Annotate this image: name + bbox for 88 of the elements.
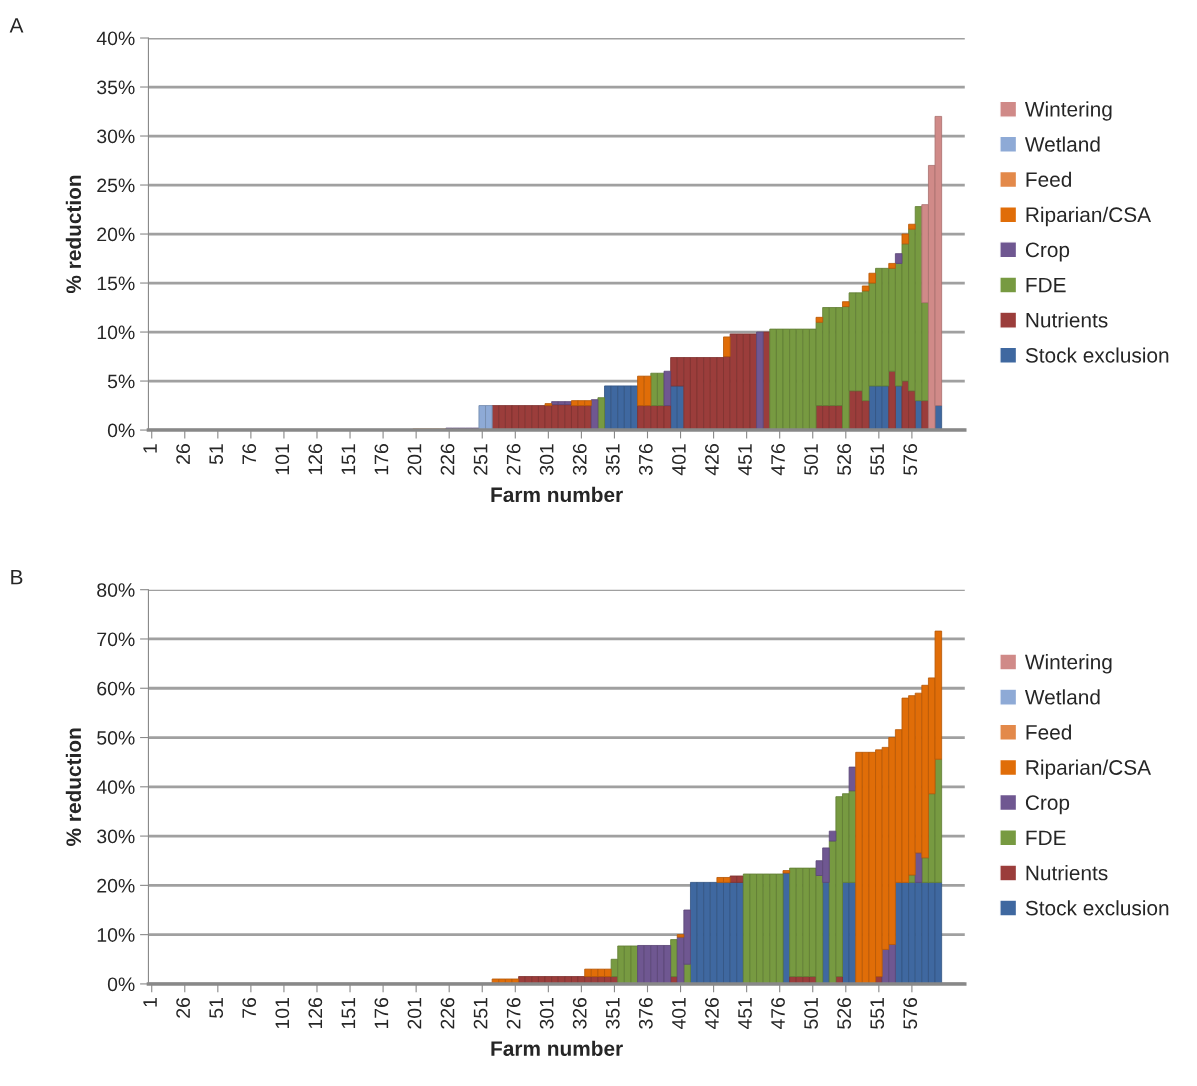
x-axis-title: Farm number: [491, 486, 623, 503]
y-tick-label: 10%: [97, 325, 135, 340]
y-axis-title: % reduction: [65, 175, 82, 294]
x-tick-label: 376: [638, 444, 653, 475]
x-tick-label: 201: [407, 444, 422, 475]
x-tick-label: 401: [672, 444, 686, 476]
x-tick-label: 551: [870, 998, 885, 1029]
x-tick-label: 76: [242, 444, 257, 464]
y-tick-label: 30%: [97, 829, 135, 844]
x-tick-label: 351: [605, 998, 620, 1029]
legend-label: Wintering: [1024, 654, 1112, 674]
x-tick-label: 151: [341, 998, 356, 1029]
x-tick-label: 126: [308, 444, 323, 475]
y-tick-label: 80%: [97, 583, 135, 597]
legend-label: Crop: [1025, 242, 1070, 262]
x-tick-label: 1: [143, 998, 157, 1007]
x-tick-label: 426: [705, 444, 719, 476]
x-tick-label: 426: [705, 997, 719, 1030]
y-tick-label: 25%: [97, 178, 135, 193]
x-tick-label: 176: [374, 444, 389, 475]
legend-label: Wintering: [1024, 101, 1112, 121]
x-tick-label: 26: [176, 997, 190, 1018]
x-tick-label: 176: [374, 997, 389, 1029]
legend-label: Stock exclusion: [1025, 347, 1169, 363]
legend-label: Wetland: [1024, 136, 1100, 152]
y-tick-label: 10%: [97, 928, 135, 942]
y-tick-label: 35%: [97, 80, 135, 95]
x-tick-label: 226: [440, 997, 455, 1029]
x-tick-label: 326: [572, 444, 587, 475]
x-tick-label: 201: [407, 998, 422, 1029]
x-tick-label: 501: [804, 444, 818, 475]
legend-label: Nutrients: [1026, 312, 1108, 328]
legend-label: FDE: [1026, 277, 1066, 293]
x-tick-label: 401: [672, 998, 686, 1030]
x-tick-label: 301: [539, 444, 554, 475]
x-tick-label: 576: [903, 997, 918, 1029]
x-tick-label: 501: [804, 998, 818, 1029]
y-tick-label: 0%: [107, 977, 135, 992]
legend-label: Riparian/CSA: [1026, 759, 1152, 779]
legend-label: Feed: [1026, 724, 1071, 740]
x-tick-label: 451: [738, 444, 752, 476]
legend-label: Feed: [1026, 171, 1071, 187]
x-tick-label: 226: [440, 444, 455, 475]
chart-title: B: [11, 569, 23, 585]
y-tick-label: 60%: [97, 681, 135, 696]
legend-label: Nutrients: [1026, 865, 1108, 881]
y-tick-label: 50%: [97, 731, 135, 745]
x-tick-label: 276: [506, 997, 521, 1029]
x-tick-label: 551: [870, 444, 885, 475]
y-tick-label: 40%: [96, 780, 135, 795]
legend-label: Wetland: [1024, 689, 1100, 705]
x-tick-label: 476: [771, 444, 785, 476]
x-tick-label: 326: [572, 997, 587, 1029]
x-tick-label: 576: [903, 444, 918, 475]
x-tick-label: 151: [341, 444, 356, 475]
legend-label: FDE: [1026, 830, 1066, 845]
y-axis-title: % reduction: [65, 728, 82, 846]
legend-label: Riparian/CSA: [1026, 206, 1152, 227]
x-tick-label: 51: [209, 998, 224, 1018]
x-tick-label: 451: [738, 998, 752, 1030]
chart-title: A: [9, 18, 24, 33]
y-tick-label: 40%: [96, 31, 135, 46]
y-tick-label: 15%: [97, 276, 135, 291]
x-tick-label: 1: [143, 444, 157, 453]
x-tick-label: 301: [539, 998, 554, 1029]
x-tick-label: 76: [242, 997, 257, 1018]
x-tick-label: 476: [771, 997, 785, 1030]
y-tick-label: 30%: [97, 129, 135, 144]
x-tick-label: 251: [473, 444, 488, 475]
x-tick-label: 251: [473, 998, 488, 1029]
y-tick-label: 0%: [107, 423, 135, 438]
x-tick-label: 126: [308, 997, 323, 1029]
x-tick-label: 101: [275, 444, 290, 475]
x-tick-label: 376: [638, 997, 653, 1029]
x-tick-label: 276: [506, 444, 521, 475]
y-tick-label: 20%: [97, 878, 135, 893]
x-tick-label: 526: [837, 444, 852, 475]
y-tick-label: 20%: [97, 227, 135, 242]
legend-label: Crop: [1025, 795, 1070, 815]
x-axis-title: Farm number: [491, 1040, 623, 1056]
y-tick-label: 5%: [107, 374, 135, 389]
x-tick-label: 51: [209, 444, 224, 465]
x-tick-label: 26: [176, 444, 190, 464]
y-tick-label: 70%: [97, 632, 135, 647]
x-tick-label: 526: [837, 997, 852, 1029]
legend-label: Stock exclusion: [1025, 900, 1169, 916]
x-tick-label: 351: [605, 444, 620, 475]
x-tick-label: 101: [275, 998, 290, 1029]
